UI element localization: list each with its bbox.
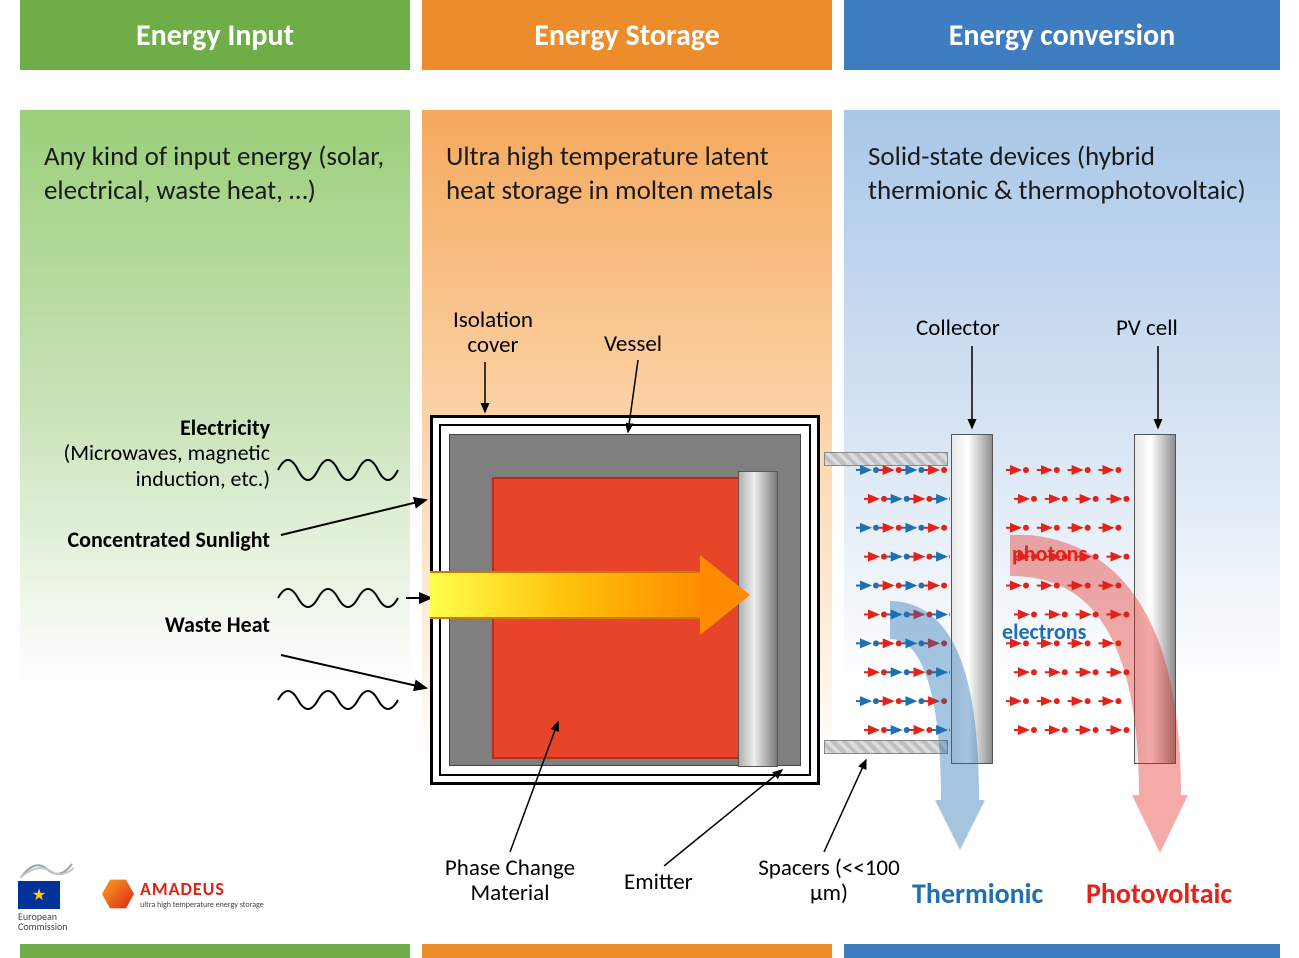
input-sources: Electricity (Microwaves, magnetic induct… (30, 415, 270, 673)
footer-storage (422, 944, 832, 958)
leader-vessel (626, 360, 666, 440)
header-input-text: Energy Input (136, 17, 294, 54)
header-convert-text: Energy conversion (949, 17, 1175, 54)
header-input: Energy Input (20, 0, 410, 70)
input-electricity-title: Electricity (30, 415, 270, 440)
subhead-input-text: Any kind of input energy (solar, electri… (44, 140, 384, 207)
label-photons: photons (1012, 540, 1087, 567)
leader-pcm (508, 720, 568, 860)
amadeus-icon (102, 878, 134, 910)
logos: ★ European Commission AMADEUS ultra high… (18, 856, 264, 932)
header-convert: Energy conversion (844, 0, 1280, 70)
output-thermionic: Thermionic (912, 876, 1043, 911)
input-sunlight-text: Concentrated Sunlight (30, 527, 270, 552)
ec-text: European Commission (18, 912, 74, 932)
photovoltaic-arrow (1000, 535, 1220, 880)
ec-lines-icon (18, 856, 74, 878)
leader-collector (962, 346, 982, 436)
leader-isolation (470, 362, 500, 420)
squiggle-sunlight (276, 578, 436, 618)
footer-convert (844, 944, 1280, 958)
label-spacers: Spacers (<<100 µm) (754, 856, 904, 907)
logo-amadeus: AMADEUS ultra high temperature energy st… (102, 878, 264, 910)
label-vessel: Vessel (604, 332, 662, 357)
label-pvcell: PV cell (1116, 316, 1178, 341)
label-electrons: electrons (1002, 618, 1086, 645)
header-storage-text: Energy Storage (534, 17, 720, 54)
input-waste: Waste Heat (30, 612, 270, 637)
col-convert: Energy conversion (844, 0, 1280, 70)
input-sunlight: Concentrated Sunlight (30, 527, 270, 552)
subhead-storage-text: Ultra high temperature latent heat stora… (446, 140, 773, 207)
label-collector: Collector (916, 316, 1000, 341)
subhead-convert-text: Solid-state devices (hybrid thermionic &… (868, 140, 1246, 207)
squiggle-waste (276, 640, 436, 740)
eu-flag-icon: ★ (18, 881, 60, 909)
input-electricity-sub: (Microwaves, magnetic induction, etc.) (30, 440, 270, 491)
label-pcm: Phase Change Material (420, 856, 600, 907)
col-input: Energy Input (20, 0, 410, 70)
amadeus-text: AMADEUS ultra high temperature energy st… (140, 878, 264, 910)
input-waste-text: Waste Heat (30, 612, 270, 637)
logo-ec: ★ European Commission (18, 856, 74, 932)
label-isolation: Isolation cover (438, 308, 548, 359)
squiggle-electricity (276, 440, 436, 560)
thermionic-arrow (880, 600, 1020, 880)
leader-pvcell (1148, 346, 1168, 436)
heat-arrow-shaft (430, 571, 700, 619)
heat-arrow (430, 562, 750, 628)
leader-spacers (816, 758, 876, 858)
col-storage: Energy Storage (422, 0, 832, 70)
footer-input (20, 944, 410, 958)
heat-arrow-head-icon (700, 555, 750, 635)
header-storage: Energy Storage (422, 0, 832, 70)
input-electricity: Electricity (Microwaves, magnetic induct… (30, 415, 270, 491)
output-photovoltaic: Photovoltaic (1086, 876, 1232, 911)
